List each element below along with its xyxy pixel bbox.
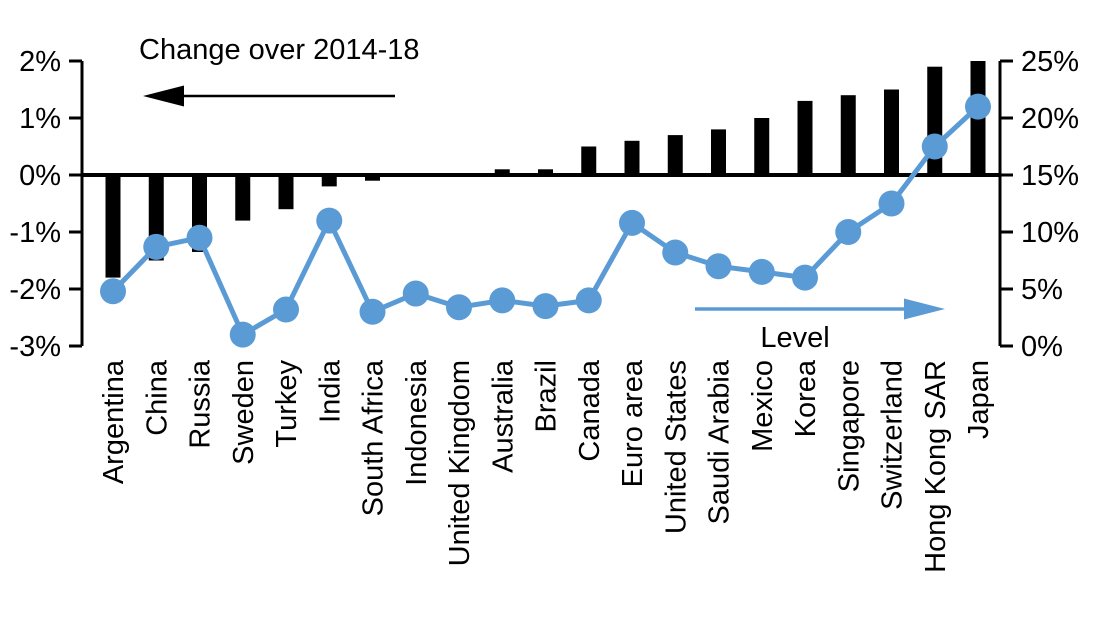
line-series-label: Level [760,322,830,354]
x-label-saudi-arabia: Saudi Arabia [704,359,736,524]
level-dot-china [143,233,170,260]
bar-australia [494,169,510,175]
right-axis-tick-label: 5% [1021,274,1063,306]
right-axis-tick-label: 25% [1021,46,1079,78]
left-axis-tick-label: -1% [9,217,61,249]
level-dot-united-kingdom [446,294,472,321]
level-dot-united-states [662,239,689,266]
bar-turkey [278,175,294,210]
bar-brazil [538,169,553,175]
bar-india [321,175,337,187]
level-dot-brazil [532,293,559,320]
x-label-japan: Japan [963,360,995,439]
level-dot-mexico [748,258,775,285]
level-dot-russia [186,224,213,251]
x-label-korea: Korea [790,359,822,437]
bar-south-africa [365,175,380,181]
x-label-switzerland: Switzerland [877,360,909,510]
level-dot-saudi-arabia [705,253,732,280]
level-dot-india [316,207,343,234]
level-arrow-right-icon [695,298,945,320]
right-axis-tick-label: 0% [1021,331,1063,363]
x-label-russia: Russia [185,359,217,449]
level-dot-indonesia [402,280,429,307]
x-label-united-states: United States [660,360,692,534]
level-dot-korea [792,264,818,291]
level-dot-singapore [835,219,862,245]
x-label-mexico: Mexico [747,360,779,452]
right-axis-tick-label: 15% [1021,160,1079,192]
level-dot-switzerland [878,190,905,217]
bar-switzerland [884,89,899,175]
x-label-brazil: Brazil [531,360,563,433]
right-axis-tick-label: 20% [1021,103,1079,135]
bar-mexico [754,118,770,175]
x-label-india: India [314,359,346,423]
bar-canada [581,146,597,175]
x-label-hong-kong-sar: Hong Kong SAR [920,360,952,573]
bar-singapore [840,95,856,175]
level-dot-south-africa [359,298,386,325]
bar-euro-area [624,140,640,175]
x-label-indonesia: Indonesia [401,359,433,486]
level-dot-australia [489,287,516,314]
bar-united-states [667,135,683,175]
bar-argentina [105,175,121,278]
left-axis-tick-label: 0% [19,160,61,192]
left-axis-tick-label: -2% [9,274,61,306]
x-label-united-kingdom: United Kingdom [444,360,476,566]
x-label-sweden: Sweden [228,360,260,465]
level-dot-euro-area [619,209,645,236]
bar-korea [797,100,813,175]
left-axis-tick-label: -3% [9,331,61,363]
left-axis-tick-label: 1% [19,103,61,135]
x-label-south-africa: South Africa [358,359,390,516]
right-axis-tick-label: 10% [1021,217,1079,249]
x-label-china: China [141,359,173,436]
bar-saudi-arabia [711,129,726,175]
left-axis-tick-label: 2% [19,46,61,78]
level-dot-sweden [229,321,256,348]
x-label-canada: Canada [574,359,606,461]
level-dot-argentina [100,278,126,305]
level-dot-turkey [273,296,299,323]
x-label-turkey: Turkey [271,360,303,448]
x-label-euro-area: Euro area [617,359,649,487]
level-dot-canada [575,287,602,314]
level-dot-japan [965,93,991,120]
level-dot-hong-kong-sar [921,133,948,160]
bar-sweden [235,175,251,221]
change-arrow-left-icon [143,85,395,107]
x-label-australia: Australia [487,359,519,473]
x-label-argentina: Argentina [98,359,130,484]
bar-series-label: Change over 2014-18 [139,34,420,66]
x-label-singapore: Singapore [833,360,865,492]
